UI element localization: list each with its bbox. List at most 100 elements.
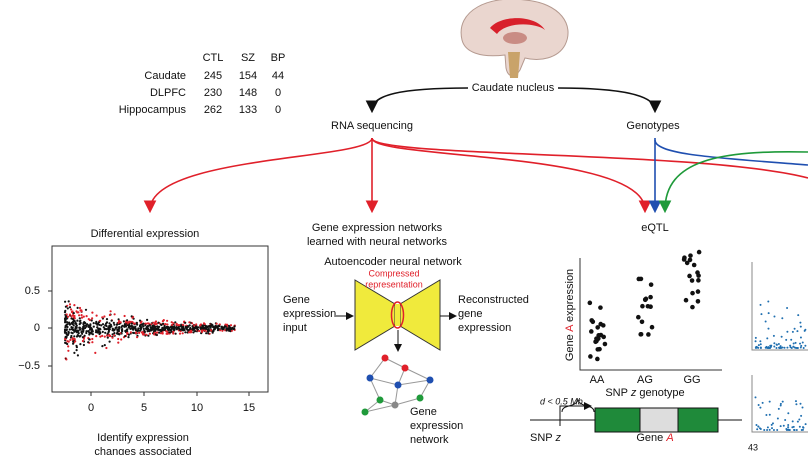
point <box>166 323 169 326</box>
point <box>99 319 102 322</box>
dot <box>787 412 790 415</box>
point <box>84 308 88 311</box>
point <box>78 306 82 310</box>
point <box>163 327 166 330</box>
cropped-panels <box>751 262 808 433</box>
point <box>229 324 233 327</box>
point <box>64 337 67 341</box>
point <box>101 334 104 337</box>
point <box>148 324 151 327</box>
point <box>82 328 85 332</box>
point <box>74 340 77 343</box>
point <box>109 310 112 313</box>
point <box>112 321 115 324</box>
dot <box>594 338 599 344</box>
dot <box>689 278 695 283</box>
point <box>178 324 181 327</box>
point <box>105 346 108 350</box>
point <box>65 313 68 316</box>
dot <box>759 303 762 306</box>
dot <box>768 413 771 416</box>
point <box>139 321 142 324</box>
dot <box>802 346 805 349</box>
dot <box>785 428 788 431</box>
dot <box>649 324 655 330</box>
point <box>88 338 91 341</box>
dot <box>768 428 771 431</box>
point <box>221 329 224 332</box>
point <box>111 336 114 339</box>
point <box>95 329 98 332</box>
point <box>136 336 139 339</box>
point <box>88 318 91 322</box>
point <box>201 327 204 330</box>
point <box>126 319 129 322</box>
dot <box>779 345 782 348</box>
label: expression <box>458 322 511 334</box>
point <box>149 326 152 329</box>
point <box>121 324 124 327</box>
point <box>124 321 127 324</box>
point <box>219 329 222 332</box>
cell: 133 <box>239 104 257 116</box>
point <box>113 313 116 316</box>
point <box>64 320 67 323</box>
point <box>166 330 169 334</box>
point <box>181 323 184 326</box>
point <box>71 310 74 313</box>
point <box>78 320 81 323</box>
dot <box>793 327 796 330</box>
point <box>71 321 75 324</box>
point <box>87 341 90 344</box>
point <box>201 325 204 328</box>
point <box>73 337 76 340</box>
point <box>71 337 74 340</box>
dot <box>754 340 757 343</box>
point <box>110 319 113 322</box>
point <box>111 333 114 336</box>
dot <box>760 313 763 316</box>
point <box>179 328 182 331</box>
point <box>75 344 78 347</box>
dot <box>781 400 784 403</box>
point <box>66 315 70 318</box>
dot <box>648 304 653 309</box>
point <box>193 327 196 330</box>
dot <box>783 346 786 349</box>
point <box>113 332 116 335</box>
point <box>166 319 169 322</box>
dot <box>777 407 780 410</box>
point <box>172 332 175 335</box>
dot <box>801 341 804 344</box>
point <box>153 333 156 336</box>
point <box>145 328 148 331</box>
point <box>73 314 76 318</box>
point <box>228 327 232 330</box>
point <box>91 317 94 320</box>
point <box>140 331 143 334</box>
point <box>208 325 211 328</box>
point <box>148 330 151 333</box>
label: Autoencoder neural network <box>324 256 462 268</box>
dot <box>787 426 790 429</box>
dot <box>757 425 760 428</box>
point <box>123 325 126 328</box>
dot <box>772 334 775 337</box>
point <box>120 329 124 332</box>
node <box>381 354 389 362</box>
node <box>366 374 374 382</box>
point <box>146 330 149 333</box>
point <box>92 325 95 328</box>
label: Gene A <box>636 432 673 444</box>
point <box>133 327 136 330</box>
point <box>64 300 67 303</box>
point <box>135 321 138 324</box>
node <box>416 394 424 402</box>
point <box>83 324 86 328</box>
plot-frame <box>51 245 269 393</box>
point <box>75 349 78 352</box>
point <box>101 330 104 333</box>
point <box>73 351 76 354</box>
x-tick-label: 15 <box>243 402 255 414</box>
point <box>66 321 69 324</box>
